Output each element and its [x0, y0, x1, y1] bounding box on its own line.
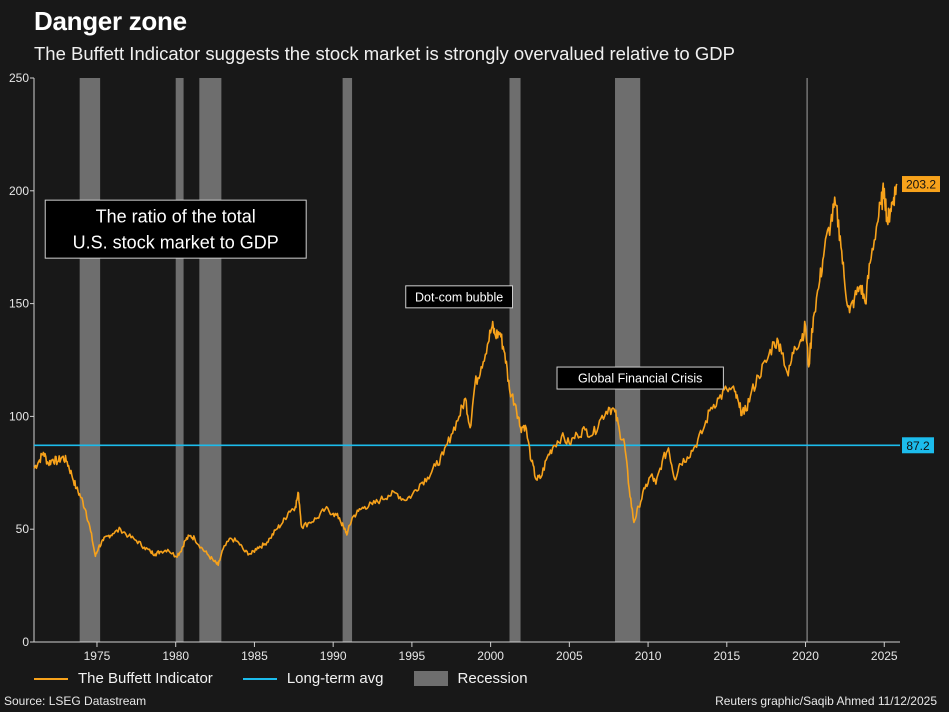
source-note: Source: LSEG Datastream: [4, 694, 147, 708]
y-tick-label-50: 50: [16, 522, 30, 536]
legend-item-long-term-avg: Long-term avg: [242, 670, 384, 687]
annotation-box-0: [44, 199, 307, 259]
legend-item-recession: Recession: [413, 670, 528, 687]
x-tick-label-2000: 2000: [477, 649, 504, 663]
recession-band-1: [175, 78, 184, 642]
recession-band-4: [509, 78, 521, 642]
legend-swatch-indicator: [34, 677, 68, 680]
x-tick-label-2010: 2010: [635, 649, 662, 663]
y-tick-label-200: 200: [9, 184, 29, 198]
chart-title: Danger zone: [34, 6, 187, 36]
credit-note: Reuters graphic/Saqib Ahmed 11/12/2025: [715, 694, 937, 708]
annotation-text-2-0: Global Financial Crisis: [578, 372, 702, 386]
chart-legend: The Buffett Indicator Long-term avg Rece…: [34, 670, 558, 687]
legend-label-recession: Recession: [457, 670, 528, 687]
end-label-indicator: 203.2: [906, 178, 936, 192]
end-label-long-term-avg: 87.2: [906, 439, 930, 453]
x-tick-label-2015: 2015: [713, 649, 740, 663]
legend-swatch-long-term-avg: [242, 677, 277, 680]
legend-label-long-term-avg: Long-term avg: [286, 670, 384, 687]
end-label-box-indicator: [902, 176, 940, 193]
legend-swatch-recession: [413, 671, 448, 686]
y-tick-label-100: 100: [9, 409, 29, 423]
x-tick-label-1995: 1995: [399, 649, 426, 663]
recession-band-5: [615, 78, 641, 642]
annotation-box-2: [556, 366, 724, 390]
annotation-text-0-0: The ratio of the total: [96, 207, 256, 227]
x-tick-label-1975: 1975: [84, 649, 111, 663]
x-tick-label-2005: 2005: [556, 649, 583, 663]
x-tick-label-1985: 1985: [241, 649, 268, 663]
annotation-box-1: [405, 285, 514, 309]
chart-subtitle: The Buffett Indicator suggests the stock…: [34, 43, 735, 64]
annotation-text-1-0: Dot-com bubble: [415, 290, 503, 304]
y-tick-label-250: 250: [9, 71, 29, 85]
recession-band-0: [79, 78, 101, 642]
legend-item-indicator: The Buffett Indicator: [34, 670, 213, 687]
y-tick-label-150: 150: [9, 297, 29, 311]
x-tick-label-1990: 1990: [320, 649, 347, 663]
end-label-box-long-term-avg: [902, 437, 934, 454]
y-tick-label-0: 0: [22, 635, 29, 649]
x-tick-label-2020: 2020: [792, 649, 819, 663]
annotation-text-0-1: U.S. stock market to GDP: [73, 233, 279, 253]
x-tick-label-1980: 1980: [162, 649, 189, 663]
series-buffett-indicator: [33, 182, 898, 567]
legend-label-indicator: The Buffett Indicator: [78, 670, 213, 687]
recession-band-3: [342, 78, 353, 642]
x-tick-label-2025: 2025: [871, 649, 898, 663]
